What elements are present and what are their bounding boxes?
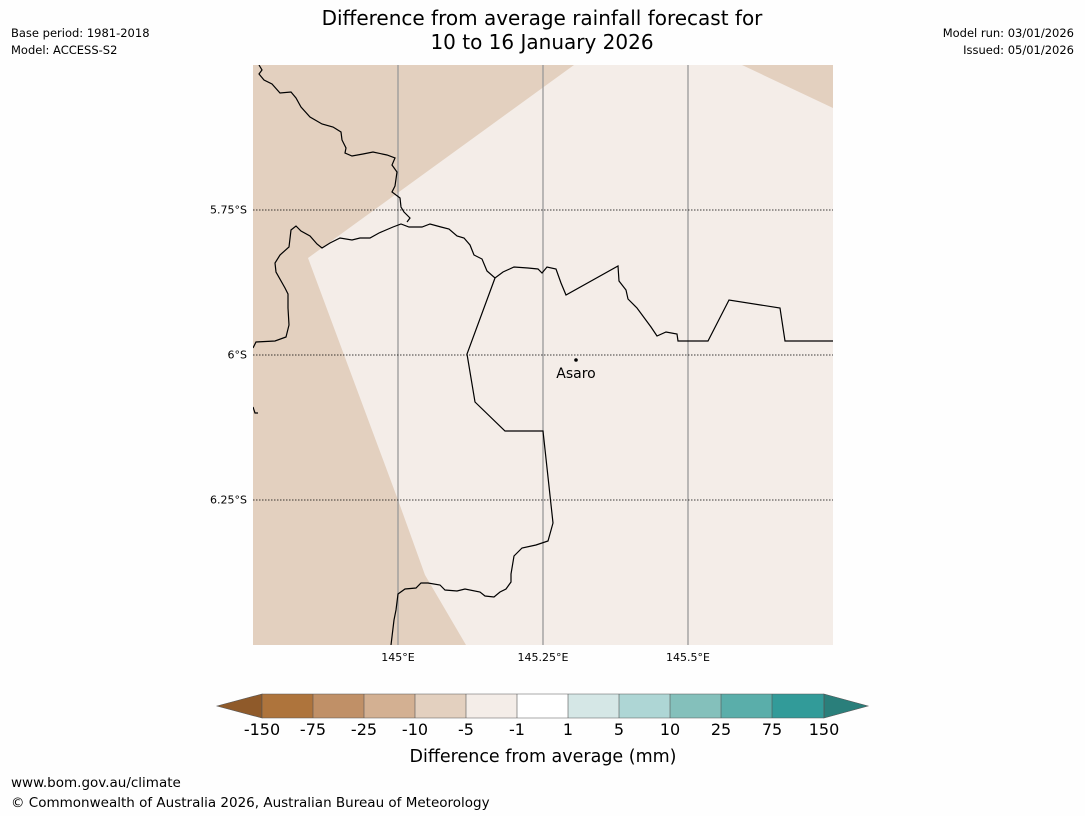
colorbar-bin [262,694,313,718]
lat-label-6-25s: 6.25°S [210,494,247,507]
colorbar-bin [772,694,824,718]
border-fragment-west [253,406,258,414]
colorbar-tick-label: -1 [509,720,525,739]
title-line-2: 10 to 16 January 2026 [430,30,654,54]
border-north-west [258,65,411,223]
colorbar-tick-label: -25 [351,720,377,739]
asaro-label: Asaro [556,366,595,382]
meta-left: Base period: 1981-2018 Model: ACCESS-S2 [11,25,150,59]
issued-text: Issued: 05/01/2026 [963,43,1074,57]
colorbar-bin [721,694,772,718]
colorbar-tick-label: 5 [614,720,624,739]
lon-label-145-25e: 145.25°E [518,651,569,664]
colorbar-tick-label: 1 [563,720,573,739]
lat-label-5-75s: 5.75°S [210,204,247,217]
asaro-marker [574,358,578,362]
colorbar-bin [517,694,568,718]
colorbar-bin [670,694,721,718]
colorbar-tick-label: 150 [809,720,840,739]
colorbar-tick-label: 10 [660,720,680,739]
colorbar-extend-high [823,693,870,719]
meta-right: Model run: 03/01/2026 Issued: 05/01/2026 [943,25,1074,59]
title-line-1: Difference from average rainfall forecas… [321,6,763,30]
model-text: Model: ACCESS-S2 [11,43,118,57]
border-south [390,277,554,645]
colorbar-title: Difference from average (mm) [409,747,676,767]
colorbar-extend-low [215,693,263,719]
colorbar-bin [415,694,466,718]
map-title: Difference from average rainfall forecas… [242,6,842,54]
lon-label-145-5e: 145.5°E [666,651,710,664]
map-area [253,65,833,645]
colorbar-bin [364,694,415,718]
colorbar-bin [313,694,364,718]
border-central [253,223,833,349]
colorbar-bin [619,694,670,718]
footer-url: www.bom.gov.au/climate [11,775,181,791]
model-run-text: Model run: 03/01/2026 [942,26,1074,40]
base-period-text: Base period: 1981-2018 [11,26,150,40]
colorbar: -150 -75 -25 -10 -5 -1 1 5 10 25 75 150 … [215,693,870,767]
footer-copyright: © Commonwealth of Australia 2026, Austra… [11,795,490,811]
colorbar-tick-label: -75 [300,720,326,739]
lat-label-6s: 6°S [228,349,247,362]
colorbar-tick-label: 25 [711,720,731,739]
lon-label-145e: 145°E [381,651,414,664]
colorbar-tick-label: -150 [244,720,280,739]
colorbar-bin [466,694,517,718]
colorbar-tick-label: 75 [762,720,782,739]
colorbar-bin [568,694,619,718]
colorbar-tick-label: -5 [458,720,474,739]
colorbar-tick-label: -10 [402,720,428,739]
